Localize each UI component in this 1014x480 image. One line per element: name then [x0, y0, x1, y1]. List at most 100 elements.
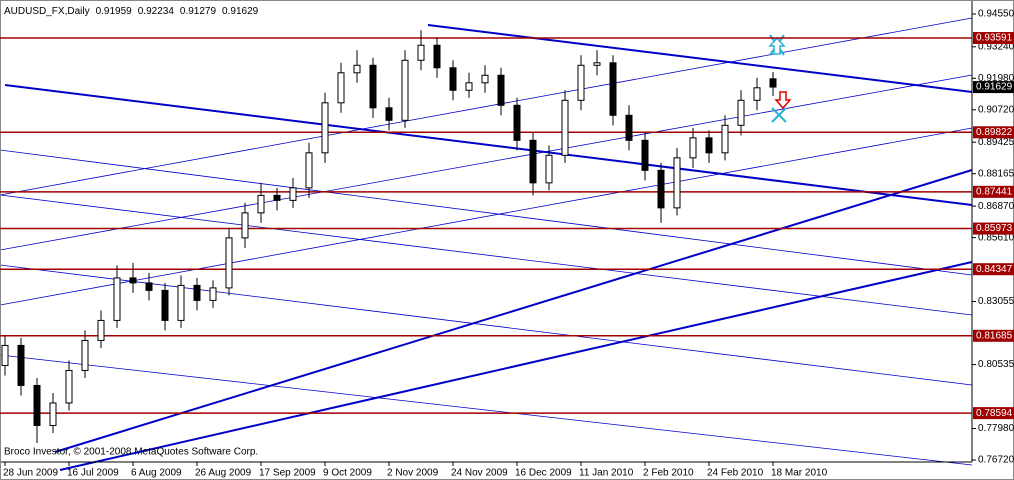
trend-lines	[0, 17, 973, 471]
candle-body	[577, 64, 585, 101]
level-label: 0.89822	[976, 127, 1013, 138]
x-tick-label: 28 Jun 2009	[3, 468, 58, 479]
y-tick-label: 0.80535	[978, 359, 1014, 370]
x-tick-label: 24 Feb 2010	[707, 468, 764, 479]
candle-body	[465, 82, 473, 91]
candle-body	[641, 139, 649, 171]
x-tick-label: 26 Aug 2009	[195, 468, 252, 479]
candle-body	[257, 194, 265, 214]
candle-body	[209, 287, 217, 301]
candle-body	[673, 157, 681, 209]
y-tick-label: 0.89425	[978, 137, 1014, 148]
candle-body	[145, 282, 153, 291]
up-arrow	[768, 36, 786, 55]
trend-line	[4, 84, 973, 206]
trend-line	[0, 149, 973, 276]
x-tick-label: 16 Dec 2009	[515, 468, 572, 479]
candle-body	[1, 344, 9, 366]
candle-body	[753, 87, 761, 101]
x-tick-label: 17 Sep 2009	[259, 468, 316, 479]
candle-body	[337, 72, 345, 104]
candle-body	[561, 99, 569, 156]
x-tick-label: 18 Mar 2010	[771, 468, 828, 479]
y-tick-label: 0.88165	[978, 168, 1014, 179]
trend-line	[0, 264, 973, 386]
candle-body	[529, 139, 537, 184]
level-label-box	[973, 31, 1014, 44]
candle-body	[705, 137, 713, 154]
candle-body	[545, 154, 553, 184]
x-tick-label: 2 Nov 2009	[387, 468, 439, 479]
candle-body	[721, 124, 729, 154]
candle-body	[433, 44, 441, 69]
x-tick-label: 9 Oct 2009	[323, 468, 372, 479]
chart-header: AUDUSD_FX,Daily 0.91959 0.92234 0.91279 0.91…	[4, 6, 259, 17]
y-tick-label: 0.91980	[978, 73, 1014, 84]
candle-body	[769, 78, 777, 88]
x-tick-label: 2 Feb 2010	[643, 468, 694, 479]
level-label: 0.85973	[976, 223, 1013, 234]
candle-body	[241, 212, 249, 239]
trend-line	[0, 127, 973, 306]
candle-body	[481, 74, 489, 84]
x-tick-label: 16 Jul 2009	[67, 468, 119, 479]
x-tick-label: 6 Aug 2009	[131, 468, 182, 479]
y-tick-label: 0.86870	[978, 201, 1014, 212]
candle-body	[225, 237, 233, 289]
y-tick-label: 0.94550	[978, 9, 1014, 20]
level-label: 0.93591	[976, 33, 1013, 44]
candle-body	[193, 284, 201, 301]
y-tick-label: 0.93240	[978, 41, 1014, 52]
x-tick-label: 24 Nov 2009	[451, 468, 508, 479]
trend-line	[0, 74, 973, 251]
candle-body	[17, 344, 25, 386]
level-label-box	[973, 126, 1014, 139]
candle-body	[49, 402, 57, 426]
candle-body	[161, 289, 169, 321]
header-low: 0.91279	[180, 6, 217, 17]
x-tick-label: 11 Jan 2010	[579, 468, 634, 479]
price-label-box	[973, 81, 1014, 94]
candle-body	[657, 169, 665, 209]
candle-body	[129, 277, 137, 284]
trend-line	[59, 261, 973, 471]
trend-line	[427, 24, 973, 93]
y-tick-label: 0.83055	[978, 296, 1014, 307]
candle-body	[497, 74, 505, 106]
candle-body	[113, 277, 121, 321]
candle-body	[417, 44, 425, 61]
candle-body	[369, 64, 377, 109]
candle-body	[401, 59, 409, 121]
level-label: 0.87441	[976, 186, 1013, 197]
trend-line	[0, 194, 973, 316]
candle-body	[737, 99, 745, 126]
candle-body	[449, 67, 457, 91]
candle-body	[81, 339, 89, 371]
header-close: 0.91629	[222, 6, 259, 17]
level-label: 0.84347	[976, 264, 1013, 275]
candle-body	[65, 369, 73, 404]
footer: Broco Investor, © 2001-2008 MetaQuotes S…	[4, 447, 258, 458]
trend-line	[54, 169, 973, 453]
trend-line	[0, 354, 973, 466]
candle-body	[305, 152, 313, 189]
header-open: 0.91959	[96, 6, 133, 17]
candle-body	[289, 187, 297, 201]
y-tick-label: 0.90720	[978, 104, 1014, 115]
down-arrow	[774, 91, 792, 110]
candle-body	[689, 137, 697, 159]
y-tick-label: 0.76720	[978, 455, 1014, 466]
candle-body	[273, 194, 281, 201]
candle-body	[609, 62, 617, 116]
cross-icon	[771, 107, 787, 123]
level-label-box	[973, 185, 1014, 198]
header-high: 0.92234	[138, 6, 175, 17]
level-label-box	[973, 407, 1014, 420]
candle-body	[593, 62, 601, 66]
level-label-box	[973, 222, 1014, 235]
price-label: 0.91629	[976, 82, 1013, 93]
symbol: AUDUSD_FX,Daily	[4, 6, 90, 17]
candle-body	[97, 319, 105, 341]
trend-line	[0, 17, 973, 196]
